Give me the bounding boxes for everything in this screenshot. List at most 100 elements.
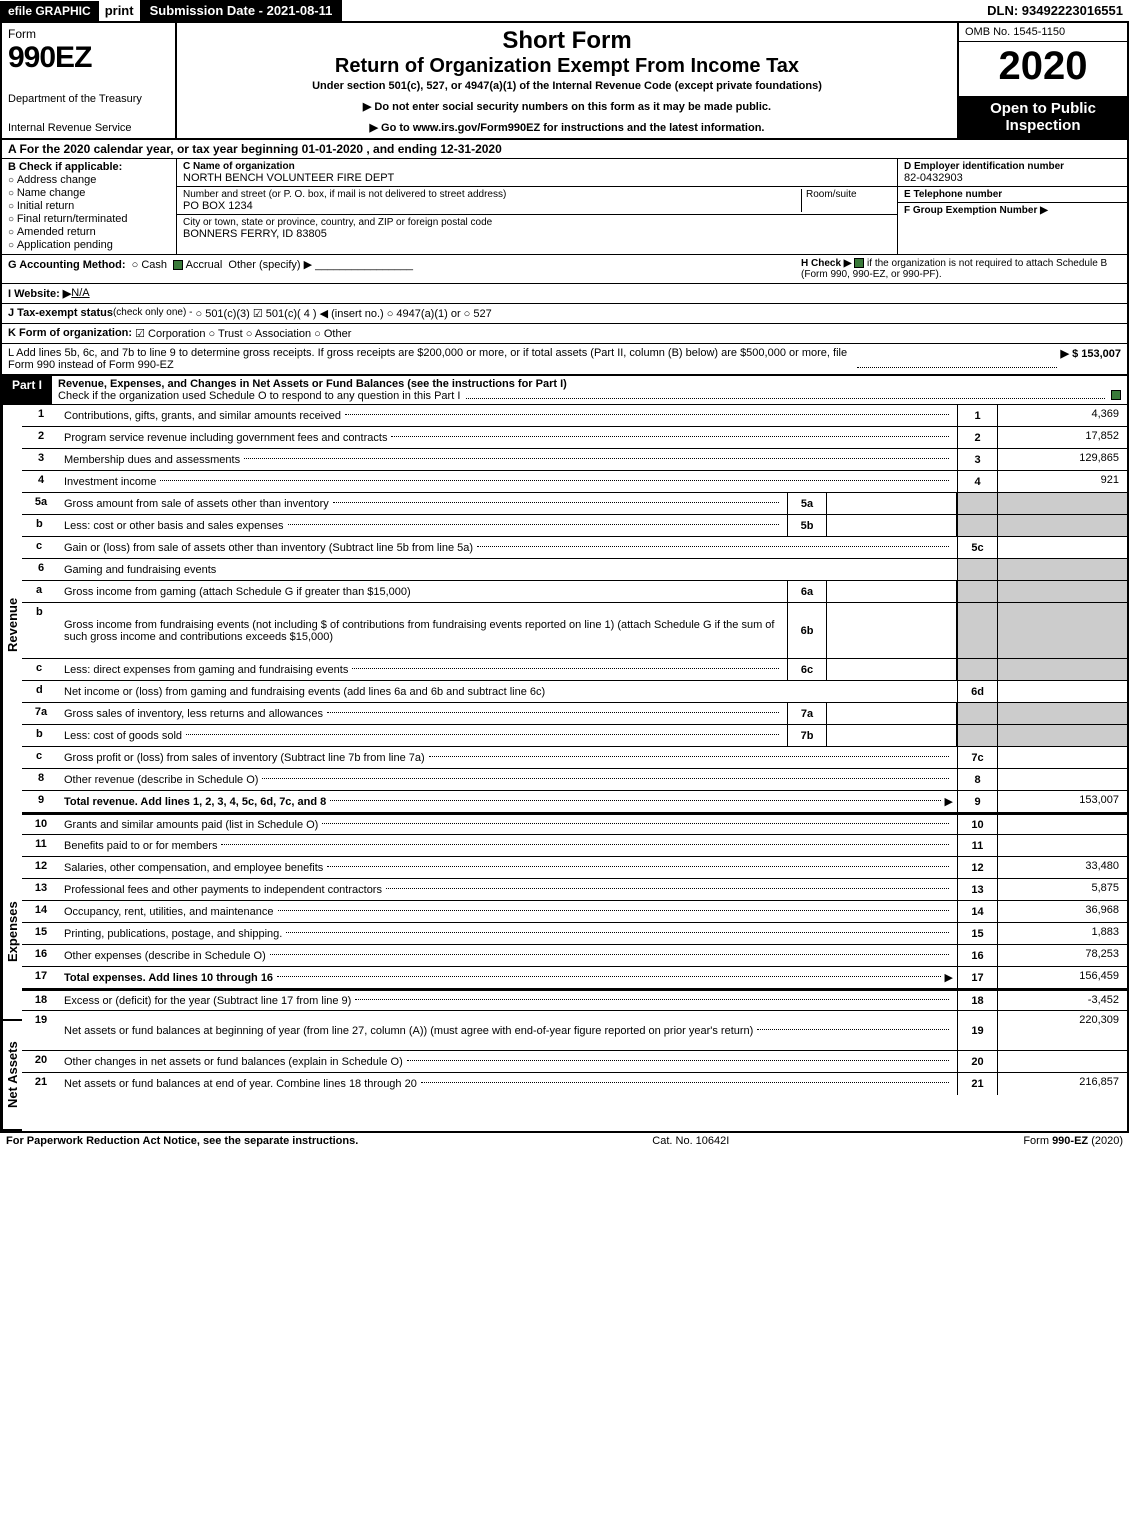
line-5b: bLess: cost or other basis and sales exp… [22,515,1127,537]
part1-header: Part I Revenue, Expenses, and Changes in… [0,376,1129,405]
line-15: 15Printing, publications, postage, and s… [22,923,1127,945]
return-title: Return of Organization Exempt From Incom… [185,55,949,78]
row-form-of-org: K Form of organization: ☑ Corporation ○ … [0,324,1129,344]
top-bar: efile GRAPHIC print Submission Date - 20… [0,0,1129,23]
line-20: 20Other changes in net assets or fund ba… [22,1051,1127,1073]
chk-application-pending[interactable]: Application pending [8,239,170,251]
chk-accrual[interactable] [173,260,183,270]
header-mid: Short Form Return of Organization Exempt… [177,23,957,138]
footer-left: For Paperwork Reduction Act Notice, see … [6,1135,358,1147]
line-2: 2Program service revenue including gover… [22,427,1127,449]
line-8: 8Other revenue (describe in Schedule O)8 [22,769,1127,791]
under-section: Under section 501(c), 527, or 4947(a)(1)… [185,80,949,92]
main-financial-table: Revenue Expenses Net Assets 1Contributio… [0,405,1129,1133]
col-def: D Employer identification number 82-0432… [897,159,1127,254]
ein-row: D Employer identification number 82-0432… [898,159,1127,187]
open-public-badge: Open to Public Inspection [959,96,1127,138]
gross-receipts-value: ▶ $ 153,007 [1061,347,1121,371]
form-label: Form [8,27,169,41]
org-name-row: C Name of organization NORTH BENCH VOLUN… [177,159,897,187]
line-1: 1Contributions, gifts, grants, and simil… [22,405,1127,427]
val-4: 921 [997,471,1127,492]
tax-year: 2020 [959,42,1127,91]
form-of-org-options[interactable]: ☑ Corporation ○ Trust ○ Association ○ Ot… [135,327,351,340]
print-button[interactable]: print [99,3,140,18]
row-tax-exempt: J Tax-exempt status (check only one) - ○… [0,304,1129,324]
footer-cat-no: Cat. No. 10642I [652,1135,729,1147]
line-13: 13Professional fees and other payments t… [22,879,1127,901]
line-7b: bLess: cost of goods sold7b [22,725,1127,747]
chk-final-return[interactable]: Final return/terminated [8,213,170,225]
org-address: PO BOX 1234 [183,200,801,212]
phone-row: E Telephone number [898,187,1127,203]
line-6c: cLess: direct expenses from gaming and f… [22,659,1127,681]
line-18: 18Excess or (deficit) for the year (Subt… [22,989,1127,1011]
line-7a: 7aGross sales of inventory, less returns… [22,703,1127,725]
chk-schedule-o-part1[interactable] [1111,390,1121,400]
chk-initial-return[interactable]: Initial return [8,200,170,212]
line-11: 11Benefits paid to or for members11 [22,835,1127,857]
col-b-checkboxes: B Check if applicable: Address change Na… [2,159,177,254]
footer-form-ref: Form 990-EZ (2020) [1023,1135,1123,1147]
row-g-h: G Accounting Method: ○ Cash Accrual Othe… [0,255,1129,284]
chk-address-change[interactable]: Address change [8,174,170,186]
row-website: I Website: ▶ N/A [0,284,1129,304]
instr-link: ▶ Go to www.irs.gov/Form990EZ for instru… [185,121,949,134]
val-21: 216,857 [997,1073,1127,1095]
omb-number: OMB No. 1545-1150 [959,23,1127,42]
line-6b: bGross income from fundraising events (n… [22,603,1127,659]
ein-value: 82-0432903 [904,172,1121,184]
val-17: 156,459 [997,967,1127,988]
line-17: 17Total expenses. Add lines 10 through 1… [22,967,1127,989]
line-21: 21Net assets or fund balances at end of … [22,1073,1127,1095]
b-label: B Check if applicable: [8,161,170,173]
org-city-row: City or town, state or province, country… [177,215,897,242]
tax-exempt-options[interactable]: ○ 501(c)(3) ☑ 501(c)( 4 ) ◀ (insert no.)… [196,307,492,320]
submission-date: Submission Date - 2021-08-11 [140,0,343,21]
val-18: -3,452 [997,991,1127,1010]
line-19: 19Net assets or fund balances at beginni… [22,1011,1127,1051]
chk-amended-return[interactable]: Amended return [8,226,170,238]
line-6: 6Gaming and fundraising events [22,559,1127,581]
dept-irs: Internal Revenue Service [8,122,169,134]
dept-treasury: Department of the Treasury [8,93,169,105]
org-address-row: Number and street (or P. O. box, if mail… [177,187,897,215]
line-16: 16Other expenses (describe in Schedule O… [22,945,1127,967]
line-6a: aGross income from gaming (attach Schedu… [22,581,1127,603]
website-value: N/A [71,287,89,300]
part1-label: Part I [2,376,52,404]
line-4: 4Investment income4921 [22,471,1127,493]
val-13: 5,875 [997,879,1127,900]
org-city: BONNERS FERRY, ID 83805 [183,228,891,240]
line-3: 3Membership dues and assessments3129,865 [22,449,1127,471]
val-3: 129,865 [997,449,1127,470]
page-footer: For Paperwork Reduction Act Notice, see … [0,1133,1129,1149]
org-name: NORTH BENCH VOLUNTEER FIRE DEPT [183,172,891,184]
line-9: 9Total revenue. Add lines 1, 2, 3, 4, 5c… [22,791,1127,813]
line-5a: 5aGross amount from sale of assets other… [22,493,1127,515]
header-left: Form 990EZ Department of the Treasury In… [2,23,177,138]
val-1: 4,369 [997,405,1127,426]
line-10: 10Grants and similar amounts paid (list … [22,813,1127,835]
val-19: 220,309 [997,1011,1127,1050]
side-netassets: Net Assets [2,1021,22,1131]
chk-schedule-b[interactable] [854,258,864,268]
side-revenue: Revenue [2,405,22,845]
line-5c: cGain or (loss) from sale of assets othe… [22,537,1127,559]
header-right: OMB No. 1545-1150 2020 Open to Public In… [957,23,1127,138]
irs-link[interactable]: www.irs.gov/Form990EZ [413,122,540,134]
form-header: Form 990EZ Department of the Treasury In… [0,23,1129,140]
val-14: 36,968 [997,901,1127,922]
schedule-b-check: H Check ▶ if the organization is not req… [801,258,1121,280]
tax-year-line: A For the 2020 calendar year, or tax yea… [0,140,1129,159]
instr-ssn: ▶ Do not enter social security numbers o… [185,100,949,113]
row-gross-receipts: L Add lines 5b, 6c, and 7b to line 9 to … [0,344,1129,376]
form-number: 990EZ [8,41,169,75]
room-suite-label: Room/suite [801,189,891,212]
val-15: 1,883 [997,923,1127,944]
group-exemption-row: F Group Exemption Number ▶ [898,203,1127,218]
accounting-method: G Accounting Method: ○ Cash Accrual Othe… [8,258,413,280]
chk-name-change[interactable]: Name change [8,187,170,199]
short-form-title: Short Form [185,27,949,55]
efile-button[interactable]: efile GRAPHIC [0,1,99,21]
